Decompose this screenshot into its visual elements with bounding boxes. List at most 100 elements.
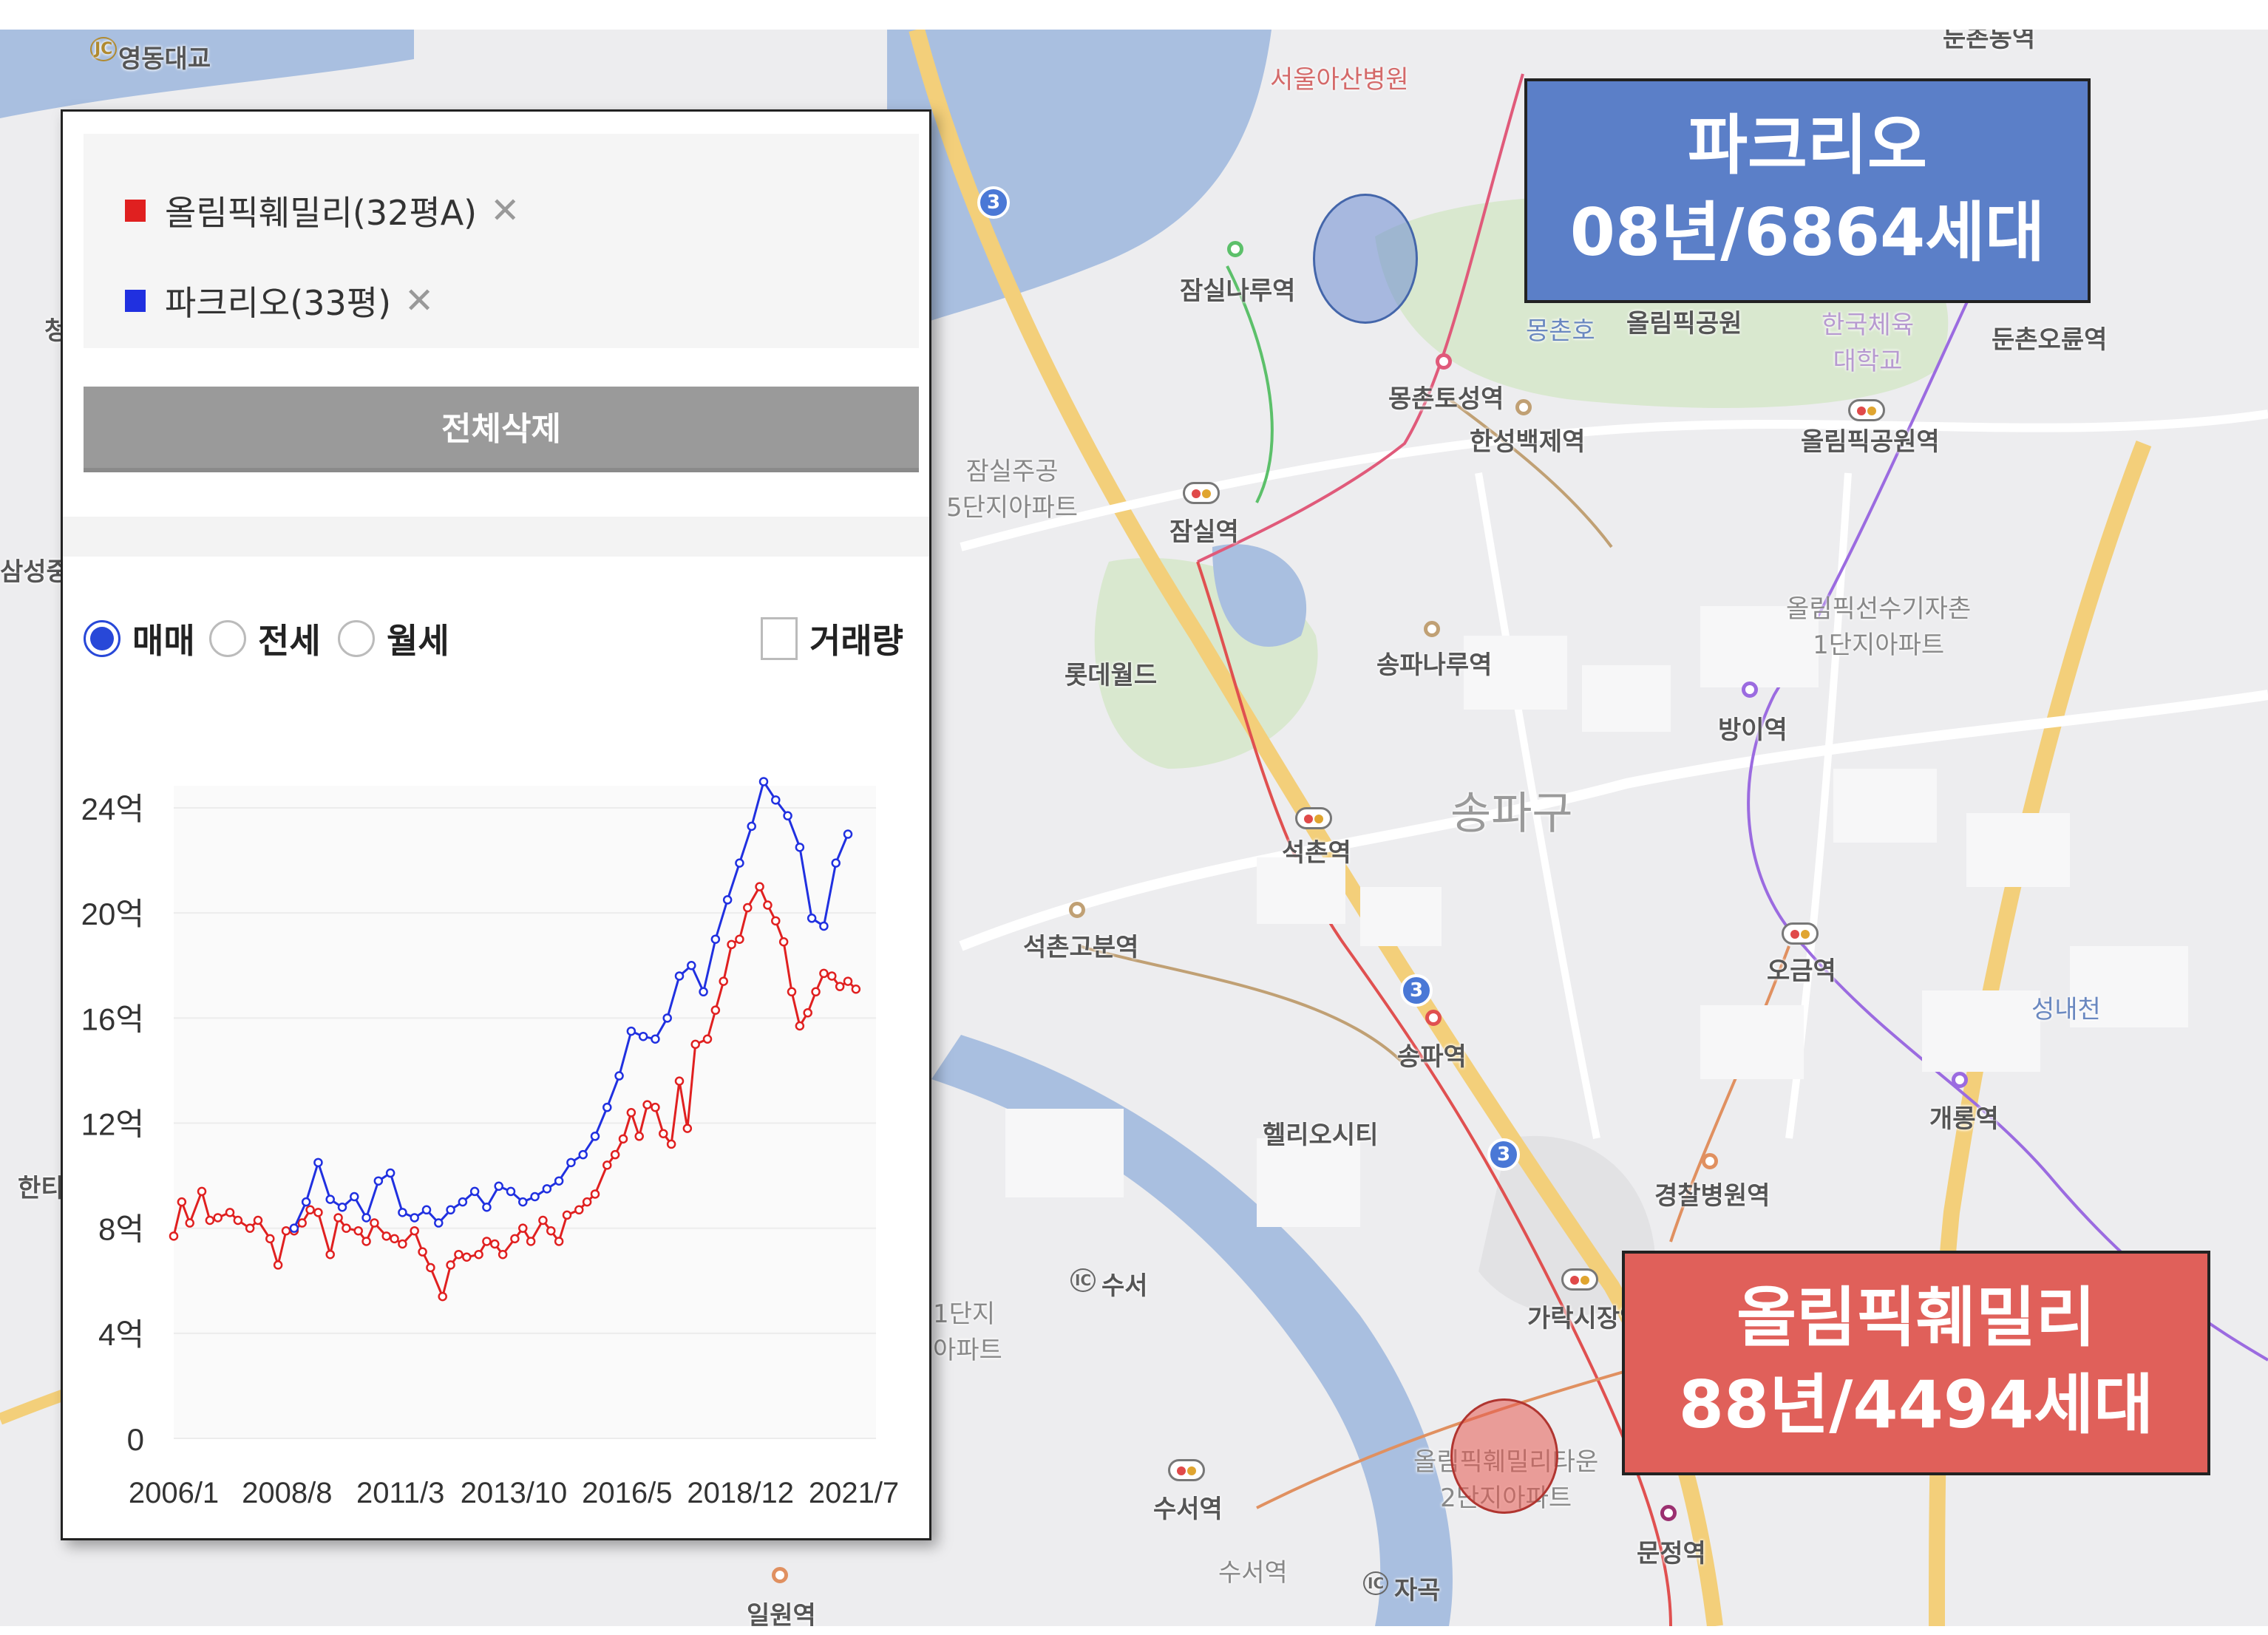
legend-item-park-rio: 파크리오(33평) ✕ — [125, 279, 434, 323]
data-point — [710, 934, 721, 944]
x-tick-label: 2013/10 — [461, 1477, 568, 1509]
data-point — [735, 934, 744, 944]
transfer-station-icon[interactable] — [1848, 399, 1885, 421]
station-marker[interactable] — [1742, 681, 1758, 698]
data-point — [253, 1215, 263, 1226]
map-label-mongchonho: 몽촌호 — [1526, 316, 1595, 346]
radio-dot[interactable] — [338, 620, 375, 657]
data-point — [674, 971, 685, 981]
station-marker[interactable] — [1069, 902, 1085, 918]
x-tick-label: 2021/7 — [809, 1477, 899, 1509]
radio-jeonse[interactable]: 전세 — [209, 613, 321, 664]
map-label-seokchon-gobun: 석촌고분역 — [1023, 933, 1139, 962]
data-point — [795, 843, 805, 852]
data-point — [578, 1149, 588, 1160]
transfer-station-icon[interactable] — [1183, 482, 1220, 504]
legend-swatch — [125, 200, 146, 222]
data-point — [719, 976, 728, 986]
remove-icon[interactable]: ✕ — [404, 280, 435, 322]
data-point — [795, 1021, 805, 1031]
station-marker[interactable] — [1702, 1153, 1718, 1169]
volume-checkbox[interactable]: 거래량 — [761, 613, 903, 664]
ic-badge-suseo: IC — [1070, 1268, 1096, 1292]
transfer-station-icon[interactable] — [1561, 1268, 1598, 1291]
map-label-suseo: 수서역 — [1153, 1495, 1223, 1524]
data-point — [245, 1223, 255, 1233]
radio-dot[interactable] — [209, 620, 246, 657]
station-marker[interactable] — [1660, 1505, 1677, 1521]
plot-area — [174, 786, 876, 1438]
data-point — [651, 1034, 660, 1044]
data-point — [758, 777, 769, 786]
data-point — [602, 1102, 612, 1112]
data-point — [843, 976, 853, 986]
map-label-mongchon-toseong: 몽촌토성역 — [1388, 384, 1504, 414]
remove-icon[interactable]: ✕ — [490, 190, 520, 231]
data-point — [819, 921, 829, 931]
data-point — [482, 1202, 492, 1212]
data-point — [205, 1215, 215, 1226]
map-label-lotte-world: 롯데월드 — [1065, 661, 1158, 690]
data-point — [835, 982, 845, 991]
checkbox-box[interactable] — [761, 617, 798, 660]
station-marker[interactable] — [1515, 399, 1532, 415]
transfer-station-icon[interactable] — [1782, 922, 1819, 945]
map-label-asan: 서울아산병원 — [1270, 65, 1409, 95]
station-marker[interactable] — [1436, 353, 1452, 370]
data-point — [305, 1205, 315, 1215]
station-marker[interactable] — [1227, 241, 1243, 257]
map-label-hanti: 한티 — [18, 1174, 64, 1203]
data-point — [687, 961, 696, 971]
data-point — [373, 1176, 384, 1186]
transfer-station-icon[interactable] — [1168, 1459, 1205, 1481]
data-point — [690, 1039, 700, 1050]
station-marker[interactable] — [1424, 621, 1440, 637]
park-rio-marker[interactable] — [1313, 194, 1418, 324]
data-point — [446, 1205, 455, 1215]
transfer-station-icon[interactable] — [1295, 807, 1332, 829]
data-point — [169, 1231, 179, 1241]
map-label-songpanaru: 송파나루역 — [1376, 650, 1493, 680]
price-line-chart: 0 4억 8억 12억 16억 20억 24억 2006/1 2008/8 2011/3 2013/… — [81, 777, 899, 1509]
map-label-songpa-gu: 송파구 — [1450, 788, 1573, 840]
data-point — [370, 1218, 379, 1228]
data-point — [851, 984, 861, 994]
data-point — [803, 1007, 812, 1018]
callout-park-rio: 파크리오 08년/6864세대 — [1524, 78, 2091, 303]
data-point — [353, 1226, 363, 1236]
data-point — [574, 1205, 584, 1215]
data-point — [454, 1249, 464, 1260]
radio-sale[interactable]: 매매 — [84, 613, 195, 664]
delete-all-button[interactable]: 전체삭제 — [84, 387, 919, 472]
station-marker[interactable] — [772, 1567, 788, 1583]
data-point — [783, 811, 792, 820]
x-tick-label: 2008/8 — [242, 1477, 332, 1509]
map-label-songpa: 송파역 — [1397, 1042, 1467, 1072]
station-marker[interactable] — [1952, 1072, 1968, 1088]
checkbox-label: 거래량 — [809, 621, 903, 661]
legend-label: 올림픽훼밀리(32평A) — [165, 193, 478, 233]
data-point — [233, 1215, 243, 1226]
data-point — [735, 858, 744, 868]
data-point — [618, 1134, 628, 1144]
map-label-jamsil-jugong: 잠실주공 5단지아파트 — [946, 457, 1079, 523]
data-point — [614, 1071, 624, 1081]
data-point — [699, 987, 708, 997]
x-tick-label: 2011/3 — [356, 1477, 444, 1509]
callout-bottom-info: 88년/4494세대 — [1678, 1367, 2154, 1443]
line3-badge: 3 — [1487, 1138, 1520, 1171]
ic-badge-jagok: IC — [1363, 1571, 1389, 1595]
y-tick-label: 8억 — [98, 1212, 144, 1247]
radio-monthly-rent[interactable]: 월세 — [338, 613, 449, 664]
station-marker[interactable] — [1425, 1010, 1442, 1026]
map-label-jamsil: 잠실역 — [1169, 517, 1239, 547]
data-point — [787, 987, 797, 997]
data-point — [297, 1218, 307, 1228]
olympic-family-marker[interactable] — [1450, 1398, 1558, 1514]
data-point — [469, 1186, 480, 1197]
data-point — [385, 1168, 395, 1178]
data-point — [313, 1158, 323, 1168]
radio-dot[interactable] — [84, 620, 120, 657]
callout-bottom-name: 올림픽훼밀리 — [1736, 1279, 2096, 1356]
map-label-bangi: 방이역 — [1718, 715, 1787, 745]
